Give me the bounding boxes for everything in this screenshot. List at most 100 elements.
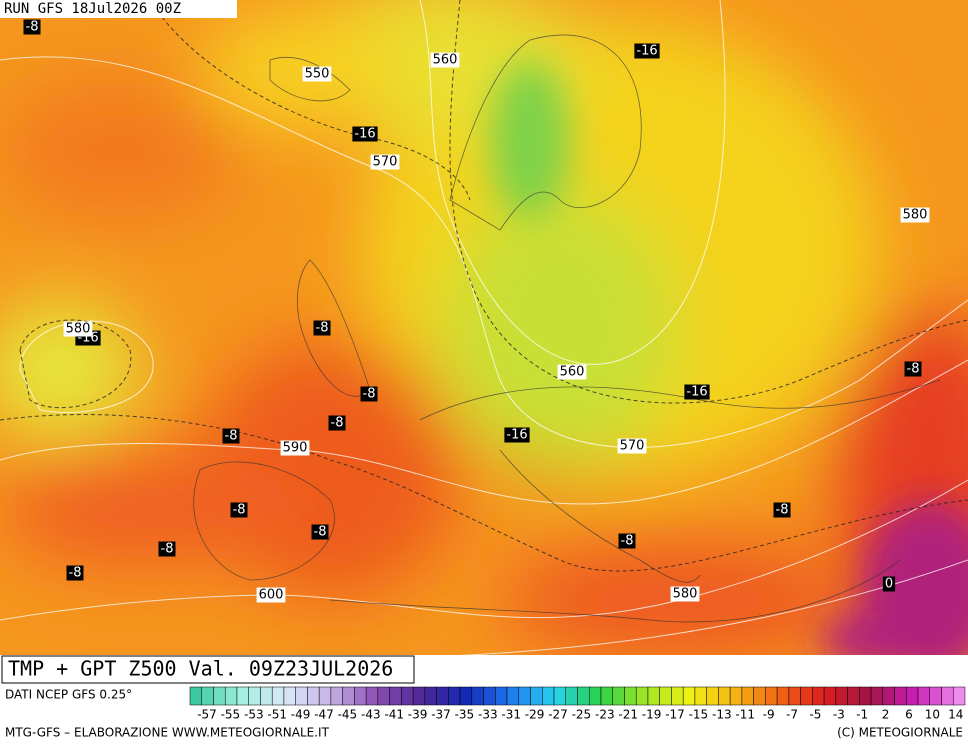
scale-swatch — [929, 686, 942, 706]
scale-swatch — [917, 686, 931, 706]
label-box — [634, 43, 660, 59]
scale-label: -1 — [856, 708, 868, 722]
label-box — [684, 384, 710, 400]
scale-swatch — [906, 686, 919, 706]
label-box — [328, 415, 346, 431]
scale-swatch — [389, 686, 402, 706]
scale-label: -45 — [338, 708, 358, 722]
label-box — [370, 154, 400, 170]
scale-swatch — [448, 686, 461, 706]
scale-label: 6 — [905, 708, 913, 722]
scale-label: -5 — [809, 708, 821, 722]
scale-swatch — [847, 686, 860, 706]
scale-label: 2 — [882, 708, 890, 722]
map-labels: -8-16-16-16-8-8-8 -16-8-8 -16-8-8-8-8-8-80… — [23, 19, 930, 674]
label-box — [430, 52, 460, 68]
isotherm-label: -16 — [686, 385, 707, 400]
label-box — [222, 428, 240, 444]
scale-swatch — [682, 686, 696, 706]
label-box — [882, 576, 896, 592]
scale-label: -19 — [642, 708, 662, 722]
scale-swatch — [483, 686, 496, 706]
scale-swatch — [506, 686, 520, 706]
scale-swatch — [201, 686, 214, 706]
scale-swatch — [318, 686, 332, 706]
scale-swatch — [295, 686, 308, 706]
scale-swatch — [424, 686, 437, 706]
scale-swatch — [354, 686, 367, 706]
scale-label: -33 — [478, 708, 498, 722]
label-box — [63, 321, 93, 337]
label-box — [302, 66, 332, 82]
label-box — [311, 524, 329, 540]
isotherm-label: -8 — [621, 534, 634, 549]
scale-label: -3 — [833, 708, 845, 722]
isohypse-label: 550 — [305, 67, 330, 82]
scale-swatch — [342, 686, 355, 706]
scale-label: 10 — [925, 708, 940, 722]
isohypse-label: 600 — [259, 588, 284, 603]
map-title: TMP + GPT Z500 Val. 09Z23JUL2026 — [8, 657, 393, 681]
scale-swatch — [213, 686, 226, 706]
scale-swatch — [412, 686, 426, 706]
scale-swatch — [776, 686, 790, 706]
label-box — [900, 207, 930, 223]
scale-label: -41 — [384, 708, 404, 722]
scale-swatch — [800, 686, 813, 706]
isohypse-label: 580 — [66, 322, 91, 337]
scale-label: -35 — [455, 708, 475, 722]
scale-swatch — [600, 686, 613, 706]
scale-swatch — [283, 686, 296, 706]
scale-swatch — [518, 686, 531, 706]
isotherm-label: -8 — [161, 542, 174, 557]
isotherm-label: -8 — [225, 429, 238, 444]
scale-swatch — [260, 686, 273, 706]
scale-label: -51 — [267, 708, 287, 722]
scale-swatch — [882, 686, 895, 706]
scale-swatch — [823, 686, 837, 706]
isotherm-label: -8 — [363, 387, 376, 402]
scale-swatch — [588, 686, 602, 706]
label-box — [773, 502, 791, 518]
scale-swatch — [565, 686, 578, 706]
scale-swatch — [788, 686, 801, 706]
scale-label: -13 — [712, 708, 732, 722]
scale-label: -53 — [244, 708, 264, 722]
scale-swatch — [659, 686, 672, 706]
isohypse-label: 580 — [903, 208, 928, 223]
isotherm-label: -8 — [907, 362, 920, 377]
title-box — [1, 655, 415, 684]
scale-label: 14 — [948, 708, 963, 722]
isotherm-label: -16 — [636, 44, 657, 59]
credit-right: (C) METEOGIORNALE — [837, 726, 963, 740]
isotherm-label: -8 — [776, 503, 789, 518]
scale-label: -9 — [763, 708, 775, 722]
isohypse-label: 570 — [620, 439, 645, 454]
scale-swatch — [729, 686, 743, 706]
scale-swatch — [553, 686, 567, 706]
scale-swatch — [471, 686, 484, 706]
scale-swatch — [612, 686, 625, 706]
scale-label: -31 — [501, 708, 521, 722]
scale-swatch — [307, 686, 320, 706]
run-box — [0, 0, 237, 18]
scale-swatch — [365, 686, 379, 706]
scale-swatch — [495, 686, 508, 706]
scale-label: -39 — [408, 708, 428, 722]
scale-label: -17 — [665, 708, 685, 722]
label-box — [557, 364, 587, 380]
scale-swatch — [894, 686, 907, 706]
scale-swatch — [436, 686, 449, 706]
scale-swatch — [271, 686, 285, 706]
label-box — [230, 502, 248, 518]
map-field — [0, 0, 968, 680]
isohypse-label: 570 — [373, 155, 398, 170]
isohypse-label: 560 — [433, 53, 458, 68]
isotherm-label: -16 — [506, 428, 527, 443]
scale-label: -23 — [595, 708, 615, 722]
scale-label: -55 — [221, 708, 241, 722]
scale-swatch — [248, 686, 261, 706]
scale-swatch — [189, 686, 202, 706]
label-box — [670, 586, 700, 602]
label-box — [360, 386, 378, 402]
